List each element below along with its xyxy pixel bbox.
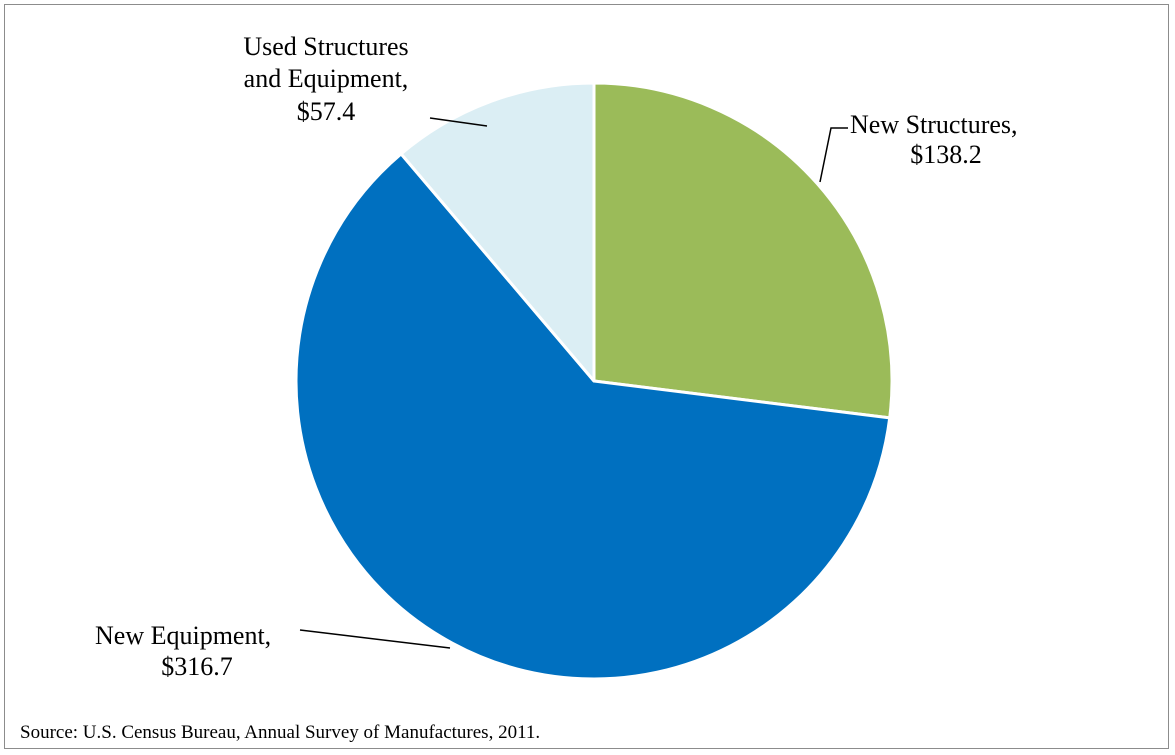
label-used-structures-line1: Used Structures xyxy=(243,32,408,61)
pie-slice-new-equipment xyxy=(294,152,892,681)
leader-line-new-structures xyxy=(819,127,848,183)
source-note: Source: U.S. Census Bureau, Annual Surve… xyxy=(20,722,540,743)
label-new-structures-value: $138.2 xyxy=(910,140,982,169)
label-used-structures-line2: and Equipment, xyxy=(244,64,409,93)
label-new-structures-name: New Structures, xyxy=(850,110,1018,139)
label-new-equipment-name: New Equipment, xyxy=(95,621,271,650)
label-new-equipment-value: $316.7 xyxy=(161,652,233,681)
pie-slices xyxy=(294,81,894,681)
label-used-structures-value: $57.4 xyxy=(297,97,356,126)
pie-slice-used-structures-and-equipment xyxy=(399,81,596,383)
pie-slice-new-structures xyxy=(592,81,894,420)
leader-line-new-equipment xyxy=(299,629,451,649)
leader-line-used-structures xyxy=(429,117,488,127)
